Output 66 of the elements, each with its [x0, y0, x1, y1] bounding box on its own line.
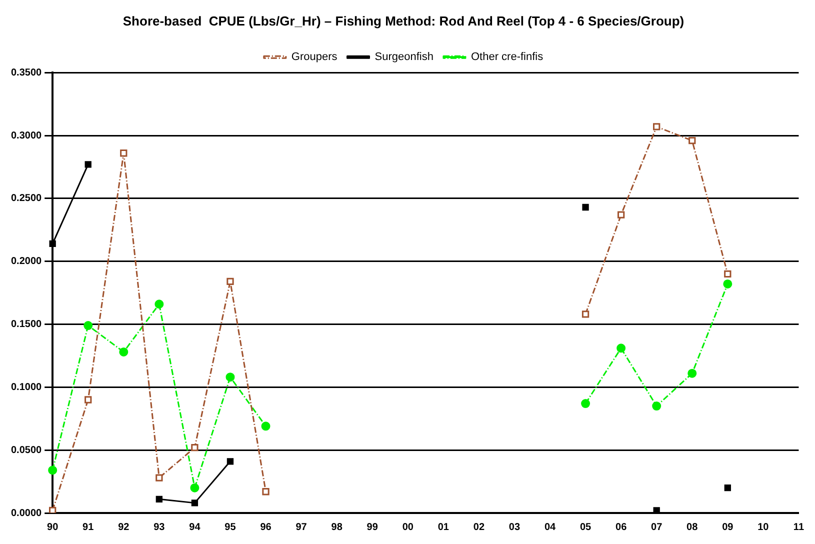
chart-title: Shore-based CPUE (Lbs/Gr_Hr) – Fishing Method: Rod And Reel (Top 4 - 6 Species/Group) [122, 13, 684, 28]
point [617, 211, 625, 218]
x-tick-label: 05 [580, 522, 592, 533]
point [226, 372, 235, 382]
point [191, 444, 198, 452]
x-tick-label: 08 [686, 522, 698, 533]
point [84, 321, 93, 330]
x-tick-label: 91 [82, 522, 94, 533]
y-tick-label: 0.0500 [10, 444, 42, 456]
legend-label: Surgeonfish [374, 51, 434, 64]
x-tick-label: 01 [438, 522, 450, 533]
x-tick-label: 00 [402, 522, 414, 533]
point [84, 161, 92, 168]
point [191, 500, 198, 506]
x-tick-label: 96 [260, 522, 272, 533]
legend-label: Other cre-finfis [470, 51, 544, 64]
point [49, 506, 56, 513]
x-tick-label: 92 [118, 522, 130, 533]
x-tick-label: 04 [544, 522, 556, 533]
x-tick-label: 98 [331, 522, 343, 533]
x-tick-label: 06 [616, 522, 628, 533]
point [120, 150, 128, 157]
x-tick-label: 93 [154, 522, 166, 533]
x-tick-label: 95 [224, 522, 236, 533]
y-tick-label: 0.1000 [10, 382, 42, 393]
point [156, 496, 163, 502]
x-tick-label: 94 [189, 522, 201, 533]
point [581, 399, 590, 408]
point [49, 240, 56, 248]
point [653, 123, 660, 130]
point [48, 466, 58, 475]
point [156, 474, 163, 482]
y-tick-label: 0.3000 [10, 130, 42, 142]
y-tick-label: 0.3500 [10, 67, 42, 78]
point [653, 507, 660, 513]
point [582, 204, 589, 211]
point [84, 396, 92, 404]
point [724, 270, 732, 278]
x-tick-label: 90 [47, 522, 59, 533]
point [723, 279, 732, 288]
x-tick-label: 11 [793, 522, 804, 533]
point [226, 278, 234, 286]
point [724, 484, 731, 492]
point [261, 422, 270, 431]
y-tick-label: 0.2000 [10, 256, 42, 268]
point [582, 310, 590, 318]
y-tick-label: 0.1500 [10, 319, 42, 330]
point [119, 347, 128, 356]
y-tick-label: 0.0000 [10, 508, 42, 519]
point [652, 402, 662, 411]
x-tick-label: 03 [508, 522, 520, 533]
point [262, 488, 270, 496]
x-tick-label: 09 [722, 522, 734, 533]
point [616, 344, 626, 353]
legend-label: Groupers [291, 51, 338, 64]
x-tick-label: 07 [651, 522, 663, 533]
point [688, 136, 696, 144]
point [190, 483, 200, 492]
x-tick-label: 99 [366, 522, 378, 533]
x-tick-label: 10 [758, 522, 770, 533]
point [688, 368, 697, 378]
y-tick-label: 0.2500 [10, 193, 42, 204]
x-tick-label: 97 [296, 522, 308, 533]
point [226, 458, 234, 465]
x-tick-label: 02 [473, 522, 485, 533]
point [154, 300, 164, 309]
